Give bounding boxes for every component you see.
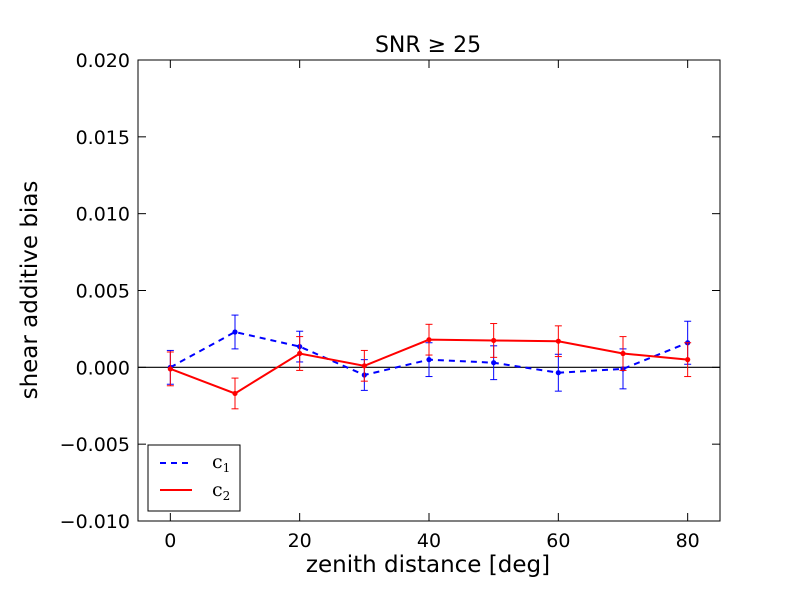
c2-point [167, 366, 173, 372]
x-tick-label: 0 [164, 530, 176, 552]
c1-point [232, 329, 238, 335]
c2-point [491, 337, 497, 344]
c2-point [555, 338, 561, 344]
c2-point [361, 363, 367, 369]
y-tick-label: 0.000 [76, 357, 130, 379]
x-tick-label: 40 [417, 530, 441, 552]
c1-point [555, 370, 561, 376]
c2-point [232, 390, 238, 397]
y-tick-label: 0.015 [76, 127, 130, 149]
y-axis-label: shear additive bias [17, 181, 43, 400]
c2-point [426, 337, 432, 343]
y-tick-label: 0.010 [76, 204, 130, 226]
legend-c1-main: c [212, 451, 223, 473]
plot-area: 0 20 40 60 80 −0.010 −0.005 0.000 0.005 0.010 0.01… [60, 50, 721, 552]
legend-c1-label: c1 [212, 451, 230, 475]
chart-title: SNR ≥ 25 [375, 33, 481, 58]
x-axis-label: zenith distance [deg] [306, 552, 550, 578]
x-tick-label: 80 [676, 530, 700, 552]
c2-point [297, 350, 303, 357]
legend: c1 c2 [147, 444, 241, 512]
c2-point [620, 350, 626, 357]
x-tick-label: 60 [546, 530, 570, 552]
legend-c2-main: c [212, 479, 223, 501]
y-tick-label: −0.005 [60, 434, 130, 456]
x-tick-label: 20 [288, 530, 312, 552]
legend-box [147, 444, 241, 512]
y-tick-label: 0.005 [76, 281, 130, 303]
legend-c2-label: c2 [212, 479, 230, 503]
c1-point [426, 357, 432, 363]
c1-point [491, 360, 497, 366]
y-tick-label: −0.010 [60, 511, 130, 533]
y-tick-label: 0.020 [76, 50, 130, 72]
legend-c1-sub: 1 [223, 461, 231, 475]
c2-point [685, 357, 691, 363]
legend-c2-sub: 2 [223, 489, 231, 503]
